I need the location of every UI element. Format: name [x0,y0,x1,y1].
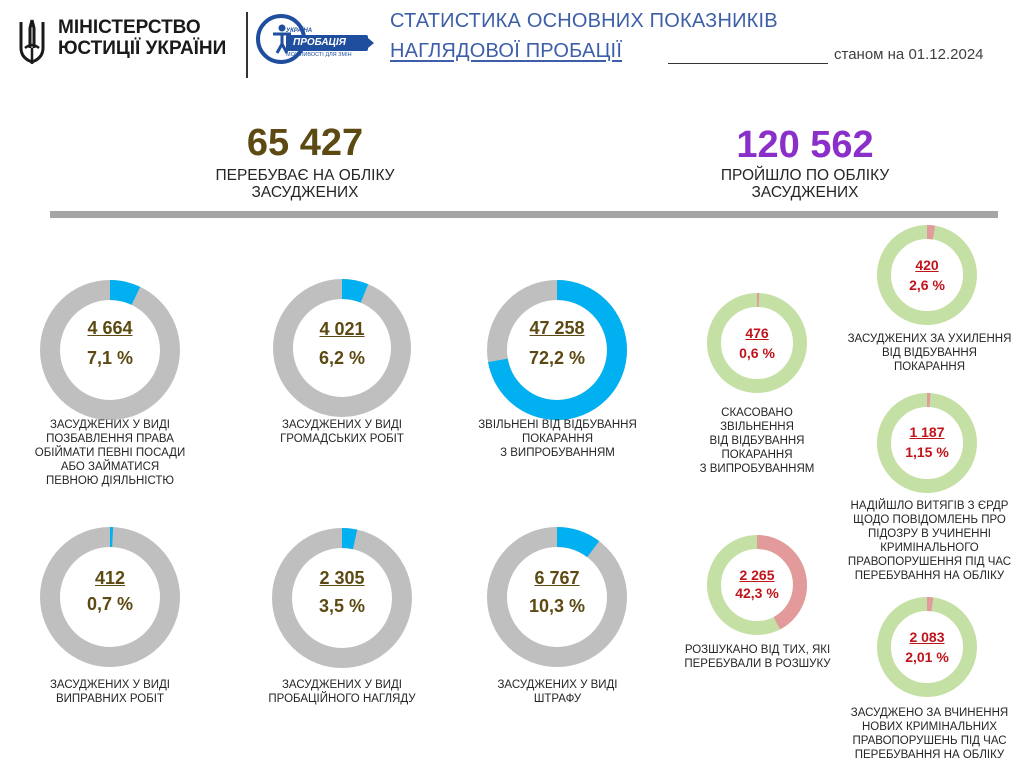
donut-slice [40,280,180,420]
donut-probationary-supervision: 2 305 3,5 % [272,528,412,668]
donut-slice [707,293,807,393]
donut-track [877,225,977,325]
donut-ring [272,528,412,668]
trident-icon [19,19,45,64]
donut-percent: 0,7 % [86,594,134,614]
donut-slice [272,528,412,668]
donut-slice [707,535,807,635]
donut-value: 1 187 [909,424,945,440]
donut-ring [40,280,180,420]
donut-value: 420 [915,257,939,273]
as-of-date: станом на 01.12.2024 [834,46,984,63]
ministry-name: МІНІСТЕРСТВО ЮСТИЦІЇ УКРАЇНИ [58,17,227,59]
donut-correctional-labor: 412 0,7 % [40,527,180,667]
donut-caption: ЗВІЛЬНЕНІ ВІД ВІДБУВАННЯ ПОКАРАННЯ З ВИПРО… [478,419,637,459]
donut-new-offenses-convicted: 2 083 2,01 % [877,597,977,697]
donut-slice [273,279,411,417]
donut-value: 2 083 [909,629,945,645]
probation-logo-word: ПРОБАЦІЯ [286,35,374,51]
donut-ring [707,535,807,635]
donut-value: 2 305 [319,568,365,588]
donut-caption: ЗАСУДЖЕНИХ У ВИДІ ПОЗБАВЛЕННЯ ПРАВА ОБІЙМА… [34,419,186,487]
donut-track [877,597,977,697]
donut-deprivation-of-rights: 4 664 7,1 % [40,280,180,420]
donut-percent: 0,6 % [739,345,775,361]
donut-slice [40,527,180,667]
donut-value: 476 [745,325,769,341]
donut-ring [487,527,627,667]
probation-logo: УКРАЇНА ПРОБАЦІЯ МОЖЛИВОСТІ ДЛЯ ЗМІН [256,10,376,70]
ministry-logo: МІНІСТЕРСТВО ЮСТИЦІЇ УКРАЇНИ [16,12,246,78]
donut-slice [877,225,977,325]
page-title-line1: СТАТИСТИКА ОСНОВНИХ ПОКАЗНИКІВ [390,10,778,32]
current-total-label: ПЕРЕБУВАЄ НА ОБЛІКУ ЗАСУДЖЕНИХ [215,167,395,201]
donut-probation-release: 47 258 72,2 % [487,280,627,420]
donut-community-service: 4 021 6,2 % [273,279,411,417]
donut-caption: ЗАСУДЖЕНО ЗА ВЧИНЕННЯ НОВИХ КРИМІНАЛЬНИХ П… [850,707,1009,761]
donut-caption: ЗАСУДЖЕНИХ У ВИДІ ГРОМАДСЬКИХ РОБІТ [280,419,404,445]
header-separator [246,12,248,78]
donut-caption: ЗАСУДЖЕНИХ У ВИДІ ВИПРАВНИХ РОБІТ [49,679,170,705]
donut-found-from-wanted: 2 265 42,3 % [707,535,807,635]
donut-track [877,393,977,493]
donut-value: 6 767 [534,568,580,588]
donut-percent: 3,5 % [318,596,366,616]
donut-slice [487,280,627,420]
section-divider [50,211,998,218]
donut-percent: 10,3 % [528,596,586,616]
donut-erdr-extracts: 1 187 1,15 % [877,393,977,493]
donut-caption: ЗАСУДЖЕНИХ У ВИДІ ПРОБАЦІЙНОГО НАГЛЯДУ [268,679,416,705]
donut-caption: ЗАСУДЖЕНИХ ЗА УХИЛЕННЯ ВІД ВІДБУВАННЯ ПОКА… [847,333,1012,373]
donut-ring [877,225,977,325]
donut-percent: 6,2 % [318,348,366,368]
donut-value: 412 [94,568,126,588]
donut-caption: ЗАСУДЖЕНИХ У ВИДІ ШТРАФУ [497,679,618,705]
donut-percent: 2,01 % [905,649,949,665]
person-icon [273,24,291,54]
donut-ring [707,293,807,393]
donut-ring [877,597,977,697]
donut-value: 4 664 [87,318,133,338]
donut-caption: НАДІЙШЛО ВИТЯГІВ З ЄРДР ЩОДО ПОВІДОМЛЕНЬ … [847,500,1012,582]
donut-percent: 2,6 % [909,277,945,293]
donut-percent: 42,3 % [735,585,779,601]
page-title-line2: НАГЛЯДОВОЇ ПРОБАЦІЇ [390,40,623,62]
donut-slice [487,527,627,667]
donut-track [707,293,807,393]
donut-probation-release-revoked: 476 0,6 % [707,293,807,393]
current-total-value: 65 427 [246,122,364,164]
donut-ring [487,280,627,420]
donut-value: 4 021 [319,319,365,339]
donut-slice [877,393,977,493]
title-underline [668,63,828,64]
passed-total-label: ПРОЙШЛО ПО ОБЛІКУ ЗАСУДЖЕНИХ [720,167,890,201]
donut-ring [877,393,977,493]
donut-percent: 7,1 % [86,348,134,368]
donut-evasion-convicted: 420 2,6 % [877,225,977,325]
donut-ring [273,279,411,417]
donut-value: 47 258 [529,318,585,338]
donut-caption: СКАСОВАНО ЗВІЛЬНЕННЯ ВІД ВІДБУВАННЯ ПОКАРАН… [699,407,815,475]
passed-total-value: 120 562 [736,124,874,166]
donut-percent: 72,2 % [528,348,586,368]
donut-fine: 6 767 10,3 % [487,527,627,667]
probation-logo-tag: МОЖЛИВОСТІ ДЛЯ ЗМІН [286,52,352,58]
donut-caption: РОЗШУКАНО ВІД ТИХ, ЯКІ ПЕРЕБУВАЛИ В РОЗШУ… [684,644,831,670]
donut-ring [40,527,180,667]
donut-value: 2 265 [739,567,775,583]
donut-slice [877,597,977,697]
probation-logo-top: УКРАЇНА [286,28,313,34]
donut-percent: 1,15 % [905,444,949,460]
